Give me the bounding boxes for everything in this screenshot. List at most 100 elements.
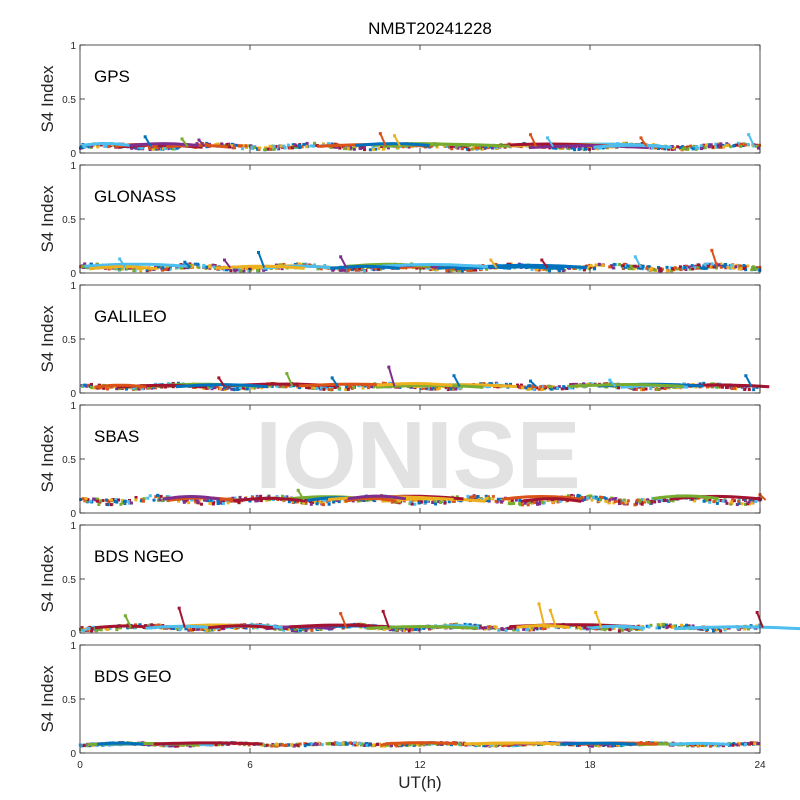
- data-point: [518, 498, 522, 502]
- data-point: [703, 146, 707, 150]
- data-point: [97, 502, 101, 506]
- data-point: [557, 385, 561, 389]
- data-point: [365, 743, 369, 747]
- y-axis-label: S4 Index: [38, 65, 57, 133]
- data-point: [264, 146, 268, 150]
- data-point: [584, 147, 588, 151]
- data-point: [528, 501, 532, 505]
- data-point: [622, 262, 626, 266]
- satellite-track: [669, 494, 763, 501]
- data-point: [408, 743, 412, 747]
- data-point: [746, 502, 750, 506]
- data-point: [694, 266, 698, 270]
- data-point: [327, 502, 331, 506]
- data-point: [606, 626, 610, 630]
- data-point: [701, 144, 705, 148]
- data-point: [428, 387, 432, 391]
- data-point: [222, 268, 226, 272]
- data-point: [304, 629, 308, 633]
- data-point: [660, 624, 664, 628]
- data-point: [196, 262, 200, 266]
- data-point: [305, 742, 309, 746]
- data-point: [673, 266, 677, 270]
- data-point: [287, 144, 291, 148]
- data-point: [473, 495, 477, 499]
- data-point: [656, 623, 660, 627]
- data-point: [469, 495, 473, 499]
- subplot-bds-geo: 0 0.5 1 S4 Index BDS GEO 0 6 12 18 24: [38, 641, 766, 771]
- data-point: [612, 501, 616, 505]
- y-axis-label: S4 Index: [38, 185, 57, 253]
- constellation-label: GPS: [94, 67, 130, 86]
- data-point: [109, 385, 113, 389]
- data-point: [528, 628, 532, 632]
- data-point: [715, 501, 719, 505]
- data-point: [538, 502, 542, 506]
- data-point: [705, 385, 709, 389]
- data-point: [671, 267, 675, 271]
- data-point: [483, 626, 487, 630]
- data-point: [672, 146, 676, 150]
- data-point: [263, 148, 267, 152]
- data-point: [578, 146, 582, 150]
- data-point: [413, 502, 417, 506]
- data-point: [391, 627, 395, 631]
- data-point: [657, 266, 661, 270]
- data-point: [494, 625, 498, 629]
- data-point: [238, 495, 242, 499]
- data-point: [152, 623, 156, 627]
- data-point: [480, 147, 484, 151]
- data-point: [489, 145, 493, 149]
- data-point: [593, 495, 597, 499]
- data-point: [600, 627, 604, 631]
- data-point: [487, 495, 491, 499]
- data-point: [348, 145, 352, 149]
- x-tick-label: 6: [247, 760, 253, 771]
- y-axis-label: S4 Index: [38, 545, 57, 613]
- data-point: [608, 628, 612, 632]
- data-point: [282, 628, 286, 632]
- data-point: [747, 502, 751, 506]
- data-point: [613, 499, 617, 503]
- data-point: [545, 268, 549, 272]
- data-point: [596, 147, 600, 151]
- data-point: [590, 498, 594, 502]
- data-point: [753, 267, 757, 271]
- data-point: [360, 742, 364, 746]
- data-point: [732, 742, 736, 746]
- data-point: [609, 744, 613, 748]
- data-point: [305, 145, 309, 149]
- data-point: [724, 499, 728, 503]
- data-point: [298, 146, 302, 150]
- data-point: [616, 743, 620, 747]
- data-point: [352, 147, 356, 151]
- data-point: [641, 388, 645, 392]
- data-point: [735, 143, 739, 147]
- data-point: [491, 495, 495, 499]
- data-point: [727, 143, 731, 147]
- peak-track: [538, 603, 546, 628]
- data-point: [524, 386, 528, 390]
- data-point: [504, 628, 508, 632]
- data-point: [333, 385, 337, 389]
- data-point: [225, 143, 229, 147]
- data-point: [139, 269, 143, 273]
- data-point: [164, 267, 168, 271]
- data-point: [231, 496, 235, 500]
- data-point: [272, 147, 276, 151]
- data-point: [349, 384, 353, 388]
- data-point: [227, 385, 231, 389]
- data-point: [670, 147, 674, 151]
- peak-track: [382, 611, 390, 628]
- data-point: [671, 499, 675, 503]
- data-point: [592, 267, 596, 271]
- subplot-galileo: 0 0.5 1 S4 Index GALILEO: [38, 281, 770, 400]
- data-point: [752, 388, 756, 392]
- satellite-track: [145, 624, 220, 630]
- data-point: [341, 268, 345, 272]
- data-point: [211, 502, 215, 506]
- data-point: [333, 741, 337, 745]
- data-point: [156, 265, 160, 269]
- data-point: [252, 146, 256, 150]
- satellite-track: [674, 625, 800, 631]
